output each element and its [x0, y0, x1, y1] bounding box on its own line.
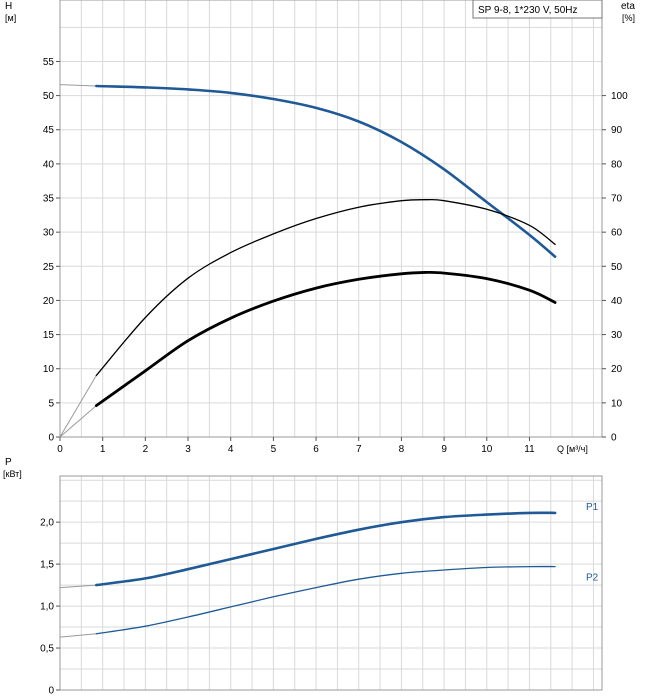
top-chart-frame — [59, 0, 603, 438]
h-tick-label: 30 — [43, 228, 55, 239]
eta-tick-label: 50 — [611, 262, 623, 273]
power-curve-p2 — [95, 565, 556, 635]
q-tick-label: 7 — [356, 444, 362, 455]
p-axis-label: P — [5, 457, 12, 468]
eta-axis-label: eta — [621, 1, 635, 12]
eta-axis-unit: [%] — [622, 13, 635, 23]
q-tick-label: 9 — [441, 444, 447, 455]
q-tick-label: 4 — [228, 444, 234, 455]
eta-tick-label: 10 — [611, 398, 623, 409]
eta-tick-label: 80 — [611, 159, 623, 170]
eta-curve — [95, 198, 556, 377]
q-tick-label: 1 — [100, 444, 106, 455]
h-tick-label: 15 — [43, 330, 55, 341]
series-label-p1: P1 — [586, 502, 599, 513]
eta-tick-label: 0 — [611, 433, 617, 444]
h-curve — [95, 84, 557, 258]
power-curve-extension — [59, 584, 97, 589]
bottom-chart-frame — [59, 475, 603, 691]
q-tick-label: 0 — [57, 444, 63, 455]
eta-tick-label: 30 — [611, 330, 623, 341]
h-tick-label: 50 — [43, 91, 55, 102]
series-label-p2: P2 — [586, 573, 599, 584]
power-curve-p1 — [95, 511, 557, 587]
eta-tick-label: 70 — [611, 194, 623, 205]
eta-tick-label: 20 — [611, 364, 623, 375]
h-tick-label: 35 — [43, 194, 55, 205]
q-tick-label: 5 — [271, 444, 277, 455]
h-curve-extension — [59, 84, 97, 87]
h-tick-label: 0 — [48, 433, 54, 444]
bottom-axis-ticks: 0 0,5 1,0 1,5 2,0 — [40, 518, 60, 697]
eta-tick-label: 100 — [611, 91, 628, 102]
chart-title-box — [472, 0, 603, 19]
q-tick-label: 3 — [185, 444, 191, 455]
q-tick-label: 10 — [481, 444, 493, 455]
p-axis-unit: [кВт] — [3, 469, 22, 479]
h-tick-label: 10 — [43, 364, 55, 375]
eta-curve-extension — [59, 375, 97, 438]
h-tick-label: 25 — [43, 262, 55, 273]
h-tick-label: 40 — [43, 159, 55, 170]
q-tick-label: 8 — [399, 444, 405, 455]
top-axis-ticks: 0510152025303540455055010203040506070809… — [43, 57, 628, 455]
h-axis-unit: [м] — [5, 13, 16, 23]
chart-title: SP 9-8, 1*230 V, 50Hz — [478, 5, 578, 16]
h-tick-label: 20 — [43, 296, 55, 307]
p-tick-label: 1,5 — [40, 560, 54, 571]
top-chart-series — [59, 84, 557, 438]
eta-p1-curve-extension — [59, 405, 97, 438]
p-tick-label: 2,0 — [40, 518, 54, 529]
q-tick-label: 6 — [313, 444, 319, 455]
eta-tick-label: 40 — [611, 296, 623, 307]
p-tick-label: 1,0 — [40, 602, 54, 613]
p-tick-label: 0 — [48, 686, 54, 697]
eta-tick-label: 60 — [611, 228, 623, 239]
h-axis-label: H — [5, 1, 12, 12]
h-tick-label: 45 — [43, 125, 55, 136]
eta-tick-label: 90 — [611, 125, 623, 136]
h-tick-label: 55 — [43, 57, 55, 68]
bottom-chart-series: P1 P2 — [59, 502, 599, 638]
p-tick-label: 0,5 — [40, 644, 54, 655]
q-tick-label: 11 — [524, 444, 535, 455]
eta-p1-curve — [94, 270, 557, 407]
q-tick-label: 2 — [143, 444, 149, 455]
bottom-chart-grid — [60, 476, 602, 690]
q-axis-label: Q [м³/ч] — [557, 444, 588, 454]
power-curve-extension — [59, 633, 97, 638]
top-chart-grid — [60, 0, 602, 437]
h-tick-label: 5 — [48, 398, 54, 409]
